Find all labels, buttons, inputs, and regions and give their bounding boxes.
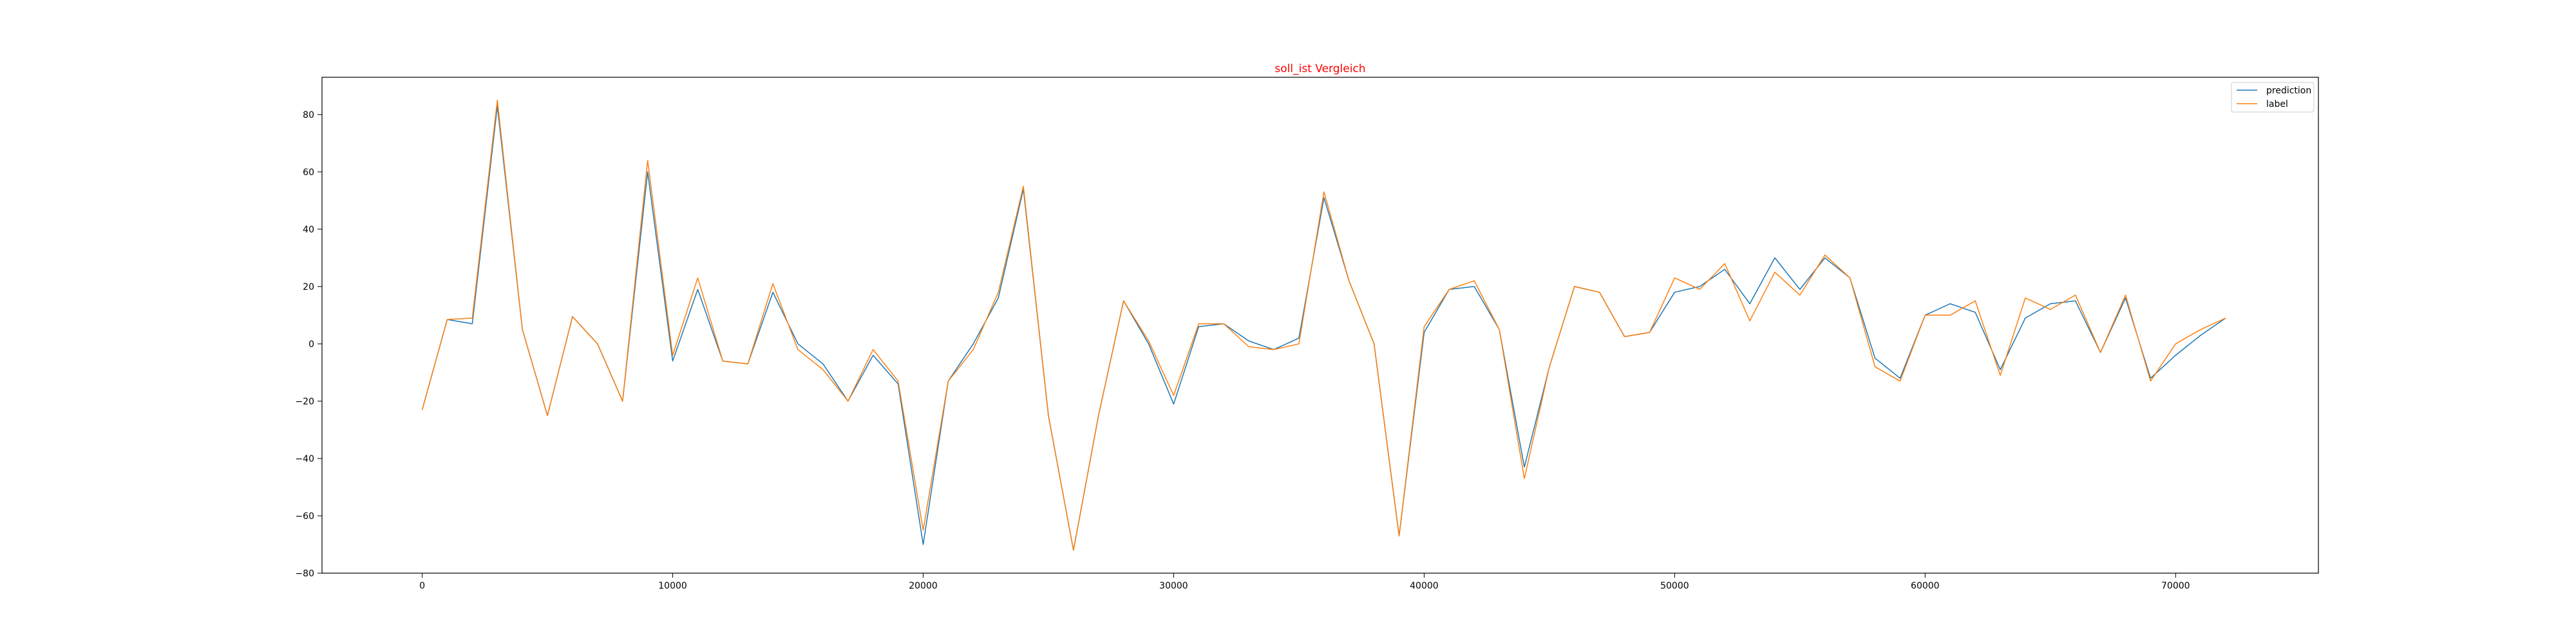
x-axis: 0 10000 20000 30000 40000 50000 60000 70000 (419, 573, 2190, 591)
y-tick-label: −40 (295, 454, 314, 464)
chart-title: soll_ist Vergleich (1274, 62, 1365, 75)
legend: prediction label (2231, 82, 2315, 113)
y-tick-label: 20 (303, 282, 314, 292)
y-tick-label: −20 (295, 397, 314, 407)
x-tick-label: 50000 (1660, 581, 1689, 591)
y-tick-label: 0 (308, 339, 314, 350)
y-tick-label: 40 (303, 225, 314, 235)
y-tick-label: −80 (295, 569, 314, 579)
y-tick-label: 60 (303, 167, 314, 178)
plot-frame (321, 77, 2319, 574)
x-tick-label: 40000 (1410, 581, 1439, 591)
x-tick-label: 0 (419, 581, 425, 591)
series-line-label (421, 99, 2226, 551)
y-axis: −80 −60 −40 −20 0 20 40 60 80 (295, 110, 322, 579)
y-tick-label: 80 (303, 110, 314, 120)
legend-label-prediction: prediction (2266, 86, 2311, 96)
x-tick-label: 30000 (1159, 581, 1188, 591)
x-tick-label: 70000 (2161, 581, 2190, 591)
x-tick-label: 10000 (658, 581, 687, 591)
x-tick-label: 20000 (909, 581, 938, 591)
plot-area (322, 77, 2318, 573)
series-layer (421, 99, 2226, 551)
x-tick-label: 60000 (1911, 581, 1940, 591)
legend-label-label: label (2266, 99, 2288, 109)
y-tick-label: −60 (295, 511, 314, 522)
